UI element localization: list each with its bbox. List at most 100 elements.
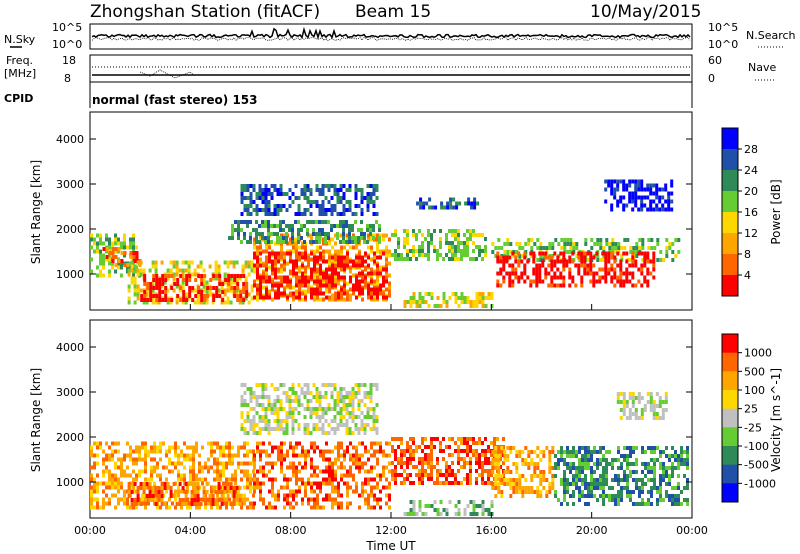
echo-cell xyxy=(262,473,265,478)
echo-cell xyxy=(375,383,379,387)
echo-cell xyxy=(240,220,243,224)
echo-cell xyxy=(264,415,268,419)
echo-cell xyxy=(466,461,469,465)
echo-cell xyxy=(132,469,135,474)
echo-cell xyxy=(535,267,539,272)
echo-cell xyxy=(127,284,131,289)
echo-cell xyxy=(613,187,617,192)
echo-cell xyxy=(647,470,650,474)
echo-cell xyxy=(394,477,397,481)
echo-cell xyxy=(117,249,120,254)
echo-cell xyxy=(160,486,164,490)
echo-cell xyxy=(345,188,349,192)
echo-cell xyxy=(506,478,510,482)
echo-cell xyxy=(151,300,155,305)
echo-cell xyxy=(331,271,334,276)
noise-left-tick-bottom: 10^0 xyxy=(52,38,82,51)
echo-cell xyxy=(316,501,319,506)
echo-cell xyxy=(181,486,185,490)
echo-cell xyxy=(650,466,653,470)
echo-cell xyxy=(261,200,265,204)
echo-cell xyxy=(193,494,197,498)
echo-cell xyxy=(602,494,605,498)
echo-cell xyxy=(351,431,355,435)
echo-cell xyxy=(226,288,230,293)
echo-cell xyxy=(294,407,298,411)
echo-cell xyxy=(316,445,319,450)
echo-cell xyxy=(157,300,161,305)
echo-cell xyxy=(270,403,274,407)
echo-cell xyxy=(138,469,141,474)
echo-cell xyxy=(448,500,452,504)
echo-cell xyxy=(412,249,415,253)
echo-cell xyxy=(138,263,142,267)
echo-cell xyxy=(572,466,575,470)
echo-cell xyxy=(216,485,219,490)
echo-cell xyxy=(372,407,376,411)
echo-cell xyxy=(406,473,409,477)
echo-cell xyxy=(292,291,295,296)
echo-cell xyxy=(265,287,268,292)
echo-cell xyxy=(385,493,388,498)
echo-cell xyxy=(223,490,227,494)
echo-cell xyxy=(668,466,671,470)
echo-cell xyxy=(270,427,274,431)
echo-cell xyxy=(494,246,498,250)
echo-cell xyxy=(599,446,602,450)
echo-cell xyxy=(321,188,325,192)
echo-cell xyxy=(653,478,656,482)
echo-cell xyxy=(364,469,367,474)
echo-cell xyxy=(108,273,111,278)
echo-cell xyxy=(548,470,552,474)
echo-cell xyxy=(339,395,343,399)
echo-cell xyxy=(481,296,485,300)
echo-cell xyxy=(243,473,246,478)
echo-cell xyxy=(647,446,650,450)
echo-cell xyxy=(117,449,120,454)
echo-cell xyxy=(610,187,614,192)
echo-cell xyxy=(568,275,572,280)
echo-cell xyxy=(309,200,313,204)
echo-cell xyxy=(325,295,328,300)
echo-cell xyxy=(313,501,316,506)
echo-cell xyxy=(198,453,201,458)
echo-cell xyxy=(334,249,337,254)
echo-cell xyxy=(605,462,608,466)
echo-cell xyxy=(126,265,129,270)
echo-cell xyxy=(166,300,170,305)
echo-cell xyxy=(551,474,555,478)
echo-cell xyxy=(656,242,660,246)
echo-cell xyxy=(253,453,256,458)
echo-cell xyxy=(234,469,237,474)
echo-cell xyxy=(178,268,182,273)
echo-cell xyxy=(102,247,106,251)
echo-cell xyxy=(322,505,325,510)
echo-cell xyxy=(328,249,331,254)
echo-cell xyxy=(253,263,256,268)
echo-cell xyxy=(529,283,533,288)
echo-cell xyxy=(572,462,575,466)
echo-cell xyxy=(249,204,253,208)
echo-cell xyxy=(246,473,249,478)
echo-cell xyxy=(668,246,672,250)
echo-cell xyxy=(193,490,197,494)
echo-cell xyxy=(315,387,319,391)
echo-cell xyxy=(176,278,180,282)
echo-cell xyxy=(237,232,240,236)
echo-cell xyxy=(324,411,328,415)
echo-cell xyxy=(315,423,319,427)
echo-cell xyxy=(394,465,397,469)
echo-cell xyxy=(279,240,282,244)
echo-cell xyxy=(312,395,316,399)
echo-cell xyxy=(96,445,99,450)
echo-cell xyxy=(339,415,343,419)
echo-cell xyxy=(484,481,487,485)
echo-cell xyxy=(357,228,360,232)
echo-cell xyxy=(439,245,442,249)
echo-cell xyxy=(280,251,283,256)
echo-cell xyxy=(276,208,280,212)
echo-cell xyxy=(219,445,222,450)
echo-cell xyxy=(590,450,593,454)
echo-cell xyxy=(514,255,518,260)
